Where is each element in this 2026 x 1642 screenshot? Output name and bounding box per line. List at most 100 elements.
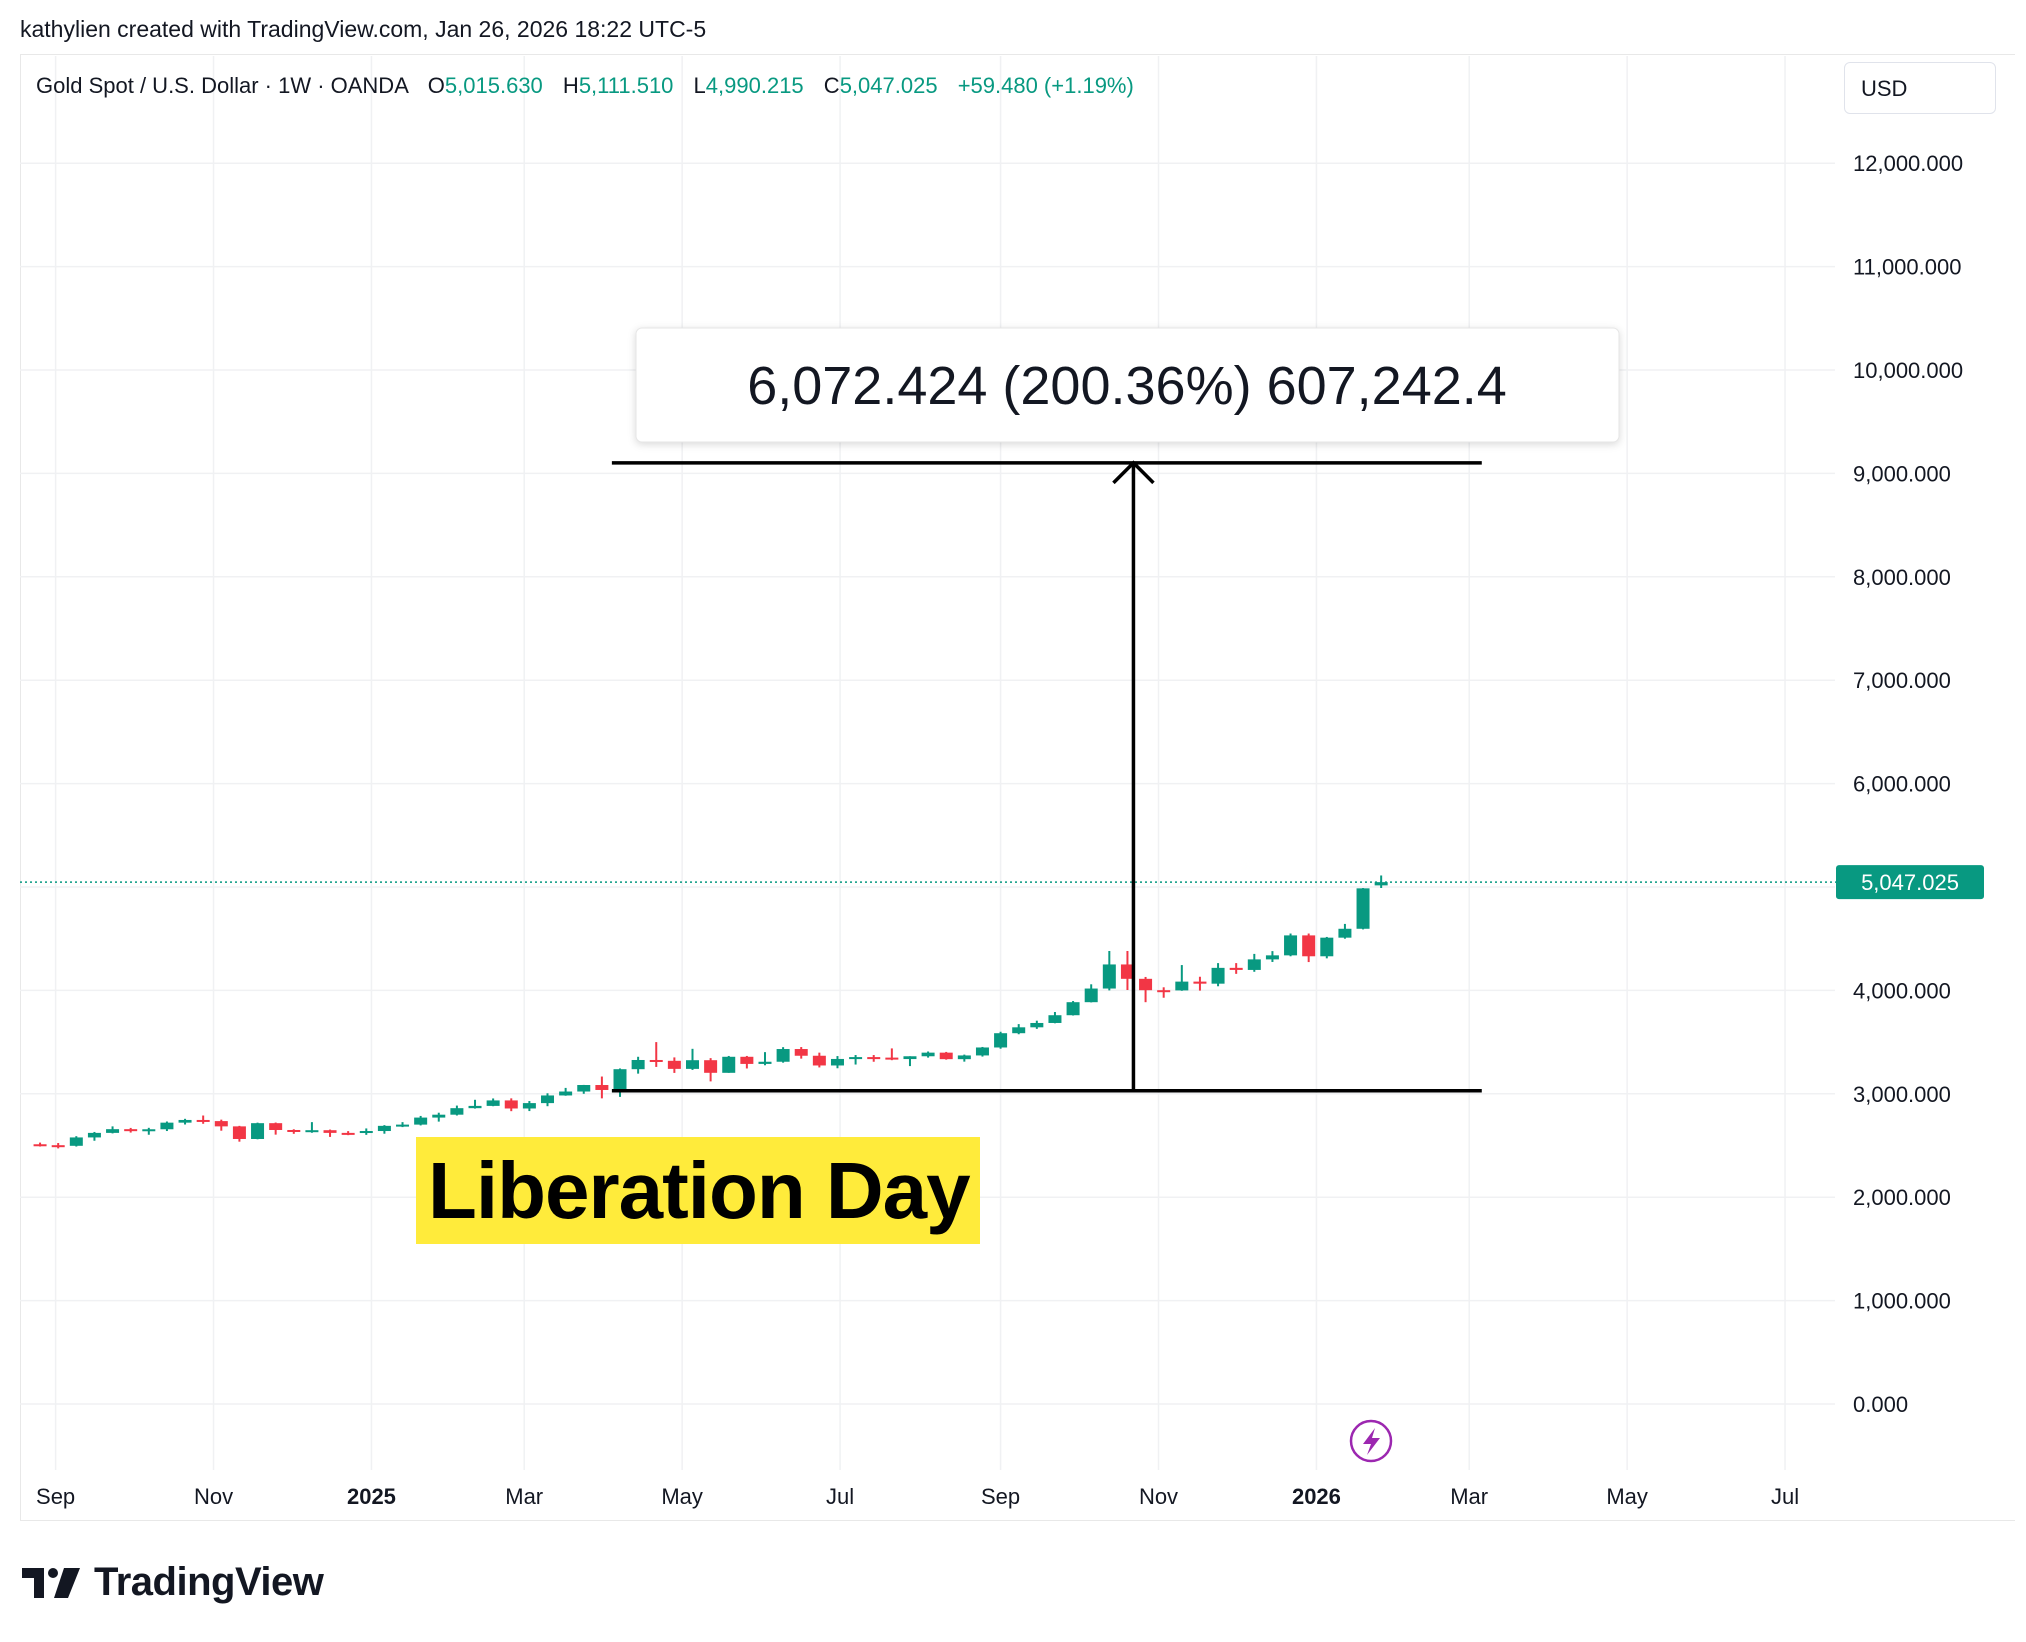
candle-body [1211,967,1225,984]
price-tick-label: 3,000.000 [1853,1082,1951,1107]
lightning-bolt-icon [1363,1428,1380,1455]
annotation-liberation-day: Liberation Day [428,1146,971,1235]
candle-body [1157,990,1171,993]
time-tick-label: Mar [505,1484,543,1509]
low-label: L [693,73,706,98]
candle-body [432,1114,446,1118]
time-tick-label: May [661,1484,703,1509]
time-tick-label: Jul [1771,1484,1799,1509]
tradingview-logo-text: TradingView [94,1560,324,1604]
candle-body [885,1057,899,1060]
candle-body [1048,1015,1062,1023]
candle-body [577,1085,591,1092]
time-tick-label: Sep [981,1484,1020,1509]
candle-body [921,1052,935,1057]
candle-body [849,1057,863,1060]
candle-body [504,1100,518,1109]
watermark: kathylien created with TradingView.com, … [20,16,707,42]
candle-body [812,1055,826,1066]
tradingview-logo: TradingView [22,1560,324,1605]
candle-body [269,1123,283,1130]
candle-body [305,1130,319,1133]
candle-body [178,1119,192,1123]
high-value: 5,111.510 [578,73,674,98]
price-tick-label: 0.000 [1853,1392,1908,1417]
candle-body [1120,964,1134,979]
time-tick-label: May [1606,1484,1648,1509]
high-label: H [562,73,579,98]
candle-body [450,1108,464,1115]
price-tick-label: 7,000.000 [1853,668,1951,693]
candle-body [377,1125,391,1132]
candle-body [323,1130,337,1133]
candle-body [794,1049,808,1056]
time-axis: Sep Nov 2025 Mar May Jul Sep Nov 2026 Mar May Jul [36,1484,1799,1509]
candle-body [214,1121,228,1127]
candle-body [758,1061,772,1064]
candle-body [160,1122,174,1130]
symbol-name[interactable]: Gold Spot / U.S. Dollar · 1W · OANDA [36,73,408,98]
candle-body [704,1060,718,1073]
candle-body [232,1126,246,1139]
last-price-label: 5,047.025 [1861,870,1959,895]
price-range-measure: 6,072.424 (200.36%) 607,242.4 Liberation … [416,327,1620,1244]
candle-body [559,1091,573,1096]
candle-body [196,1119,210,1122]
event-marker[interactable] [1349,1419,1393,1463]
candle-body [1320,937,1334,957]
price-tick-label: 1,000.000 [1853,1289,1951,1314]
time-tick-label: Jul [826,1484,854,1509]
candle-body [1265,955,1279,960]
candle-body [106,1129,120,1133]
change-value: +59.480 (+1.19%) [957,73,1134,98]
candle-body [1012,1027,1026,1034]
candle-body [1374,882,1388,886]
gridlines [20,56,1835,1470]
price-tick-label: 6,000.000 [1853,772,1951,797]
candle-body [251,1123,265,1139]
candle-body [939,1052,953,1060]
time-tick-label: Sep [36,1484,75,1509]
candle-body [1229,967,1243,970]
candle-body [631,1059,645,1070]
candle-body [722,1056,736,1073]
candle-body [903,1056,917,1060]
last-price-badge [1836,865,1984,900]
price-tick-label: 11,000.000 [1853,255,1961,280]
close-value: 5,047.025 [839,73,938,98]
candle-body [1284,935,1298,956]
candle-body [1247,959,1261,970]
candle-body [1084,988,1098,1003]
candles [33,875,1388,1149]
tradingview-logo-icon [22,1567,80,1598]
candle-body [1139,978,1153,991]
price-tick-label: 4,000.000 [1853,978,1951,1003]
candle-body [685,1060,699,1069]
price-axis: 0.000 1,000.000 2,000.000 3,000.000 4,000.00… [1836,151,1984,1417]
candle-body [613,1069,627,1090]
candle-body [830,1058,844,1066]
price-tick-label: 2,000.000 [1853,1185,1951,1210]
arrow-up-icon [1112,460,1155,485]
time-tick-label: 2025 [347,1484,396,1509]
candle-body [595,1085,609,1090]
candle-body [740,1056,754,1064]
candle-body [975,1047,989,1056]
candle-body [87,1132,101,1138]
annotation-highlight [416,1137,980,1244]
candle-body [1193,981,1207,984]
currency-selector[interactable]: USD [1844,62,1996,114]
candle-body [522,1103,536,1109]
candle-body [867,1057,881,1060]
close-label: C [823,73,840,98]
price-tick-label: 10,000.000 [1853,358,1963,383]
candle-body [1066,1002,1080,1016]
candle-body [1302,935,1316,957]
candle-body [414,1117,428,1125]
candle-body [1175,981,1189,991]
candle-body [359,1131,373,1134]
candle-body [1356,888,1370,929]
candle-body [124,1129,138,1132]
time-tick-label: 2026 [1292,1484,1341,1509]
